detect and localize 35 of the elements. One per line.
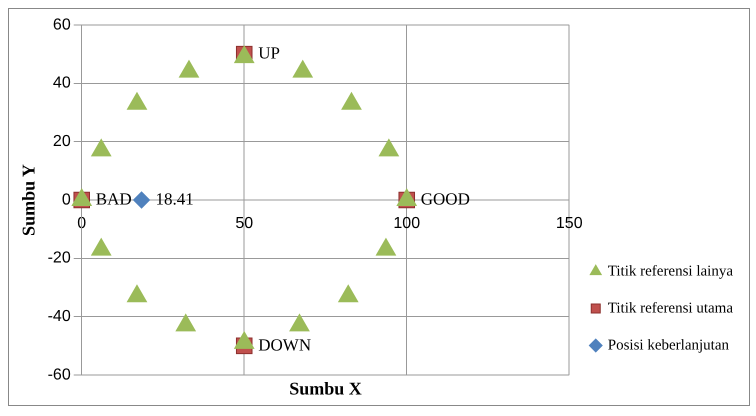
- legend-label: Titik referensi utama: [608, 300, 734, 316]
- annotation: UP: [258, 44, 280, 63]
- point: [341, 92, 362, 110]
- annotation: 18.41: [156, 189, 194, 208]
- y-tick-label: 60: [52, 16, 71, 34]
- y-tick-label: -60: [48, 366, 71, 384]
- x-axis-title: Sumbu X: [289, 378, 362, 399]
- point: [292, 60, 313, 78]
- point: [338, 284, 358, 302]
- point: [126, 92, 148, 110]
- point: [378, 138, 399, 156]
- y-tick-label: -40: [48, 308, 71, 326]
- point: [91, 138, 112, 156]
- annotation: BAD: [96, 189, 132, 208]
- x-tick-label: 50: [235, 215, 254, 232]
- point: [376, 238, 396, 256]
- point: [72, 188, 92, 206]
- annotation: GOOD: [420, 189, 470, 208]
- annotation: DOWN: [258, 335, 312, 354]
- y-axis-title: Sumbu Y: [18, 164, 38, 236]
- y-tick-label: -20: [48, 250, 71, 267]
- point: [126, 284, 148, 302]
- x-tick-label: 150: [556, 215, 583, 232]
- point: [289, 314, 310, 332]
- y-tick-label: 0: [62, 191, 71, 208]
- point: [234, 331, 254, 349]
- x-tick-label: 100: [393, 215, 420, 232]
- point: [91, 238, 112, 256]
- legend-label: Titik referensi lainya: [608, 263, 734, 280]
- y-tick-label: 40: [52, 74, 71, 92]
- point: [396, 188, 417, 206]
- legend-label: Posisi keberlanjutan: [608, 337, 730, 354]
- point: [176, 314, 196, 332]
- point: [178, 60, 200, 78]
- y-tick-label: 20: [52, 133, 71, 150]
